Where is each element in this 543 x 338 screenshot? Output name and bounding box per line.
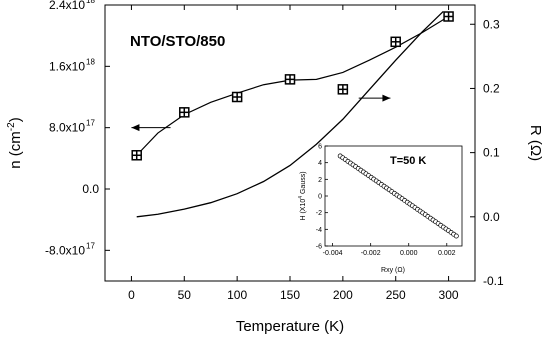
inset-title: T=50 K [390, 155, 426, 167]
y-axis-title-close: ) [7, 117, 24, 122]
inset-y-tick-label: 0 [318, 194, 322, 201]
y-tick-label: -8.0x10 [45, 243, 85, 257]
density-point [179, 107, 190, 118]
x-tick-label: 150 [280, 288, 300, 302]
density-point [443, 11, 454, 22]
chart-title: NTO/STO/850 [130, 33, 225, 50]
inset-y-axis-title-close: Gauss) [300, 171, 307, 196]
inset-series-group [337, 153, 459, 239]
x-tick-label: 250 [386, 288, 406, 302]
density-point [390, 36, 401, 48]
y2-tick-label: -0.1 [483, 274, 504, 288]
y-tick-label: 8.0x10 [49, 121, 85, 135]
inset-y-tick-label: 4 [318, 160, 322, 167]
x-tick-label: 200 [333, 288, 353, 302]
inset-x-axis-title: Rxy (Ω) [381, 267, 405, 274]
inset-y-tick-label: -6 [316, 244, 322, 251]
density-point [131, 150, 142, 161]
main-axis-ticks: 0 50 100 150 200 250 300-8.0x10 170.08.0x10 171.… [45, 0, 504, 302]
x-tick-label: 100 [227, 288, 247, 302]
inset-x-tick-label: -0.004 [323, 250, 343, 257]
inset-y-axis-title-sup: 4 [298, 196, 304, 199]
y-tick-exponent: 18 [86, 0, 95, 5]
x-tick-label: 50 [178, 288, 192, 302]
inset-axis-ticks: -0.004 -0.002 0.000 0.002 -6 -4 -2 0 2 4 6 [316, 144, 456, 258]
y2-tick-label: 0.2 [483, 81, 500, 95]
y2-tick-label: 0.0 [483, 210, 500, 224]
y2-tick-label: 0.3 [483, 17, 500, 31]
inset-y-tick-label: -2 [316, 210, 322, 217]
y-tick-exponent: 18 [86, 57, 95, 66]
inset-x-tick-label: 0.002 [438, 250, 456, 257]
inset-x-tick-label: -0.002 [361, 250, 381, 257]
y2-tick-label: 0.1 [483, 146, 500, 160]
y-axis-title-sup: -2 [6, 122, 17, 131]
y-tick-label: 2.4x10 [49, 0, 85, 12]
x-tick-label: 300 [439, 288, 459, 302]
x-tick-label: 0 [128, 288, 135, 302]
inset-y-tick-label: -4 [316, 227, 322, 234]
inset-y-axis-title: H (X104 Gauss) [298, 171, 307, 220]
y-axis-title-main: n (cm [7, 131, 24, 169]
inset-y-tick-label: 6 [318, 144, 322, 151]
density-point [337, 84, 349, 95]
arrow-to-left-axis [131, 124, 171, 132]
y-tick-label: 0.0 [82, 182, 99, 196]
y2-axis-title: R (Ω) [527, 125, 543, 161]
density-point [231, 91, 243, 103]
resistance-line [136, 10, 444, 218]
density-point [284, 74, 296, 85]
main-series-group [131, 10, 454, 218]
x-axis-title: Temperature (K) [236, 318, 344, 335]
inset-point [453, 233, 459, 239]
arrow-to-right-axis [358, 94, 391, 102]
inset-y-axis-title-main: H (X10 [300, 199, 307, 221]
y-tick-exponent: 17 [86, 119, 95, 128]
inset-x-tick-label: 0.000 [400, 250, 418, 257]
inset-y-tick-label: 2 [318, 177, 322, 184]
y-axis-title: n (cm-2) [6, 117, 24, 168]
y-tick-exponent: 17 [86, 241, 95, 250]
y-tick-label: 1.6x10 [49, 59, 85, 73]
